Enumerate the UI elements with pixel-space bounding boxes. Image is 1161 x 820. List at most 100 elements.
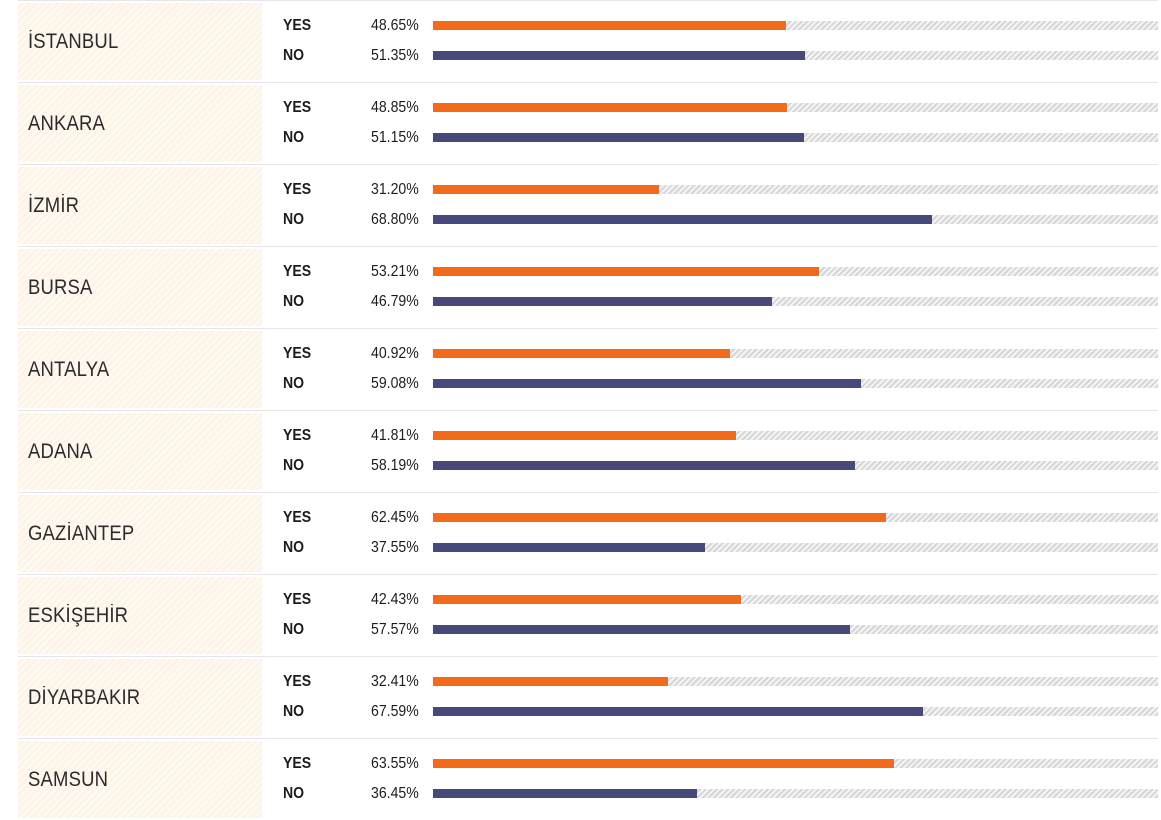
city-name-cell: DİYARBAKIR xyxy=(18,659,262,736)
no-bar-track xyxy=(433,707,1158,716)
no-label: NO xyxy=(283,293,305,310)
city-name: GAZİANTEP xyxy=(28,521,135,545)
city-name: BURSA xyxy=(28,275,93,299)
no-bar-track xyxy=(433,789,1158,798)
city-row-9: DİYARBAKIR YES 32.41% NO 67.59% xyxy=(18,656,1158,738)
no-percentage: 68.80% xyxy=(371,211,419,228)
city-row-5: ANTALYA YES 40.92% NO 59.08% xyxy=(18,328,1158,410)
no-percentage: 46.79% xyxy=(371,293,419,310)
city-name-cell: İSTANBUL xyxy=(18,3,262,80)
city-name-cell: İZMİR xyxy=(18,167,262,244)
no-bar-track xyxy=(433,625,1158,634)
yes-percentage: 63.55% xyxy=(371,755,419,772)
yes-bar xyxy=(433,595,741,604)
yes-percentage: 31.20% xyxy=(371,181,419,198)
yes-result-line: YES 53.21% xyxy=(283,262,1158,282)
no-label: NO xyxy=(283,539,305,556)
city-row-4: BURSA YES 53.21% NO 46.79% xyxy=(18,246,1158,328)
no-bar xyxy=(433,625,851,634)
city-row-8: ESKİŞEHİR YES 42.43% NO 57.57% xyxy=(18,574,1158,656)
no-bar-track xyxy=(433,297,1158,306)
yes-bar-track xyxy=(433,513,1158,522)
no-result-line: NO 67.59% xyxy=(283,702,1158,722)
no-bar xyxy=(433,215,932,224)
yes-result-line: YES 40.92% xyxy=(283,344,1158,364)
no-result-line: NO 68.80% xyxy=(283,210,1158,230)
yes-percentage: 40.92% xyxy=(371,345,419,362)
no-label: NO xyxy=(283,621,305,638)
no-bar-track xyxy=(433,461,1158,470)
yes-bar xyxy=(433,759,894,768)
city-row-6: ADANA YES 41.81% NO 58.19% xyxy=(18,410,1158,492)
no-percentage: 59.08% xyxy=(371,375,419,392)
no-result-line: NO 51.15% xyxy=(283,128,1158,148)
yes-label: YES xyxy=(283,17,312,34)
no-result-line: NO 57.57% xyxy=(283,620,1158,640)
yes-result-line: YES 31.20% xyxy=(283,180,1158,200)
yes-bar-track xyxy=(433,267,1158,276)
yes-result-line: YES 48.85% xyxy=(283,98,1158,118)
no-label: NO xyxy=(283,457,305,474)
no-percentage: 36.45% xyxy=(371,785,419,802)
city-name-cell: ADANA xyxy=(18,413,262,490)
yes-bar xyxy=(433,513,886,522)
yes-percentage: 32.41% xyxy=(371,673,419,690)
no-bar xyxy=(433,543,706,552)
city-name: ADANA xyxy=(28,439,93,463)
no-bar xyxy=(433,133,804,142)
yes-label: YES xyxy=(283,591,312,608)
yes-label: YES xyxy=(283,263,312,280)
no-result-line: NO 58.19% xyxy=(283,456,1158,476)
city-name-cell: ANTALYA xyxy=(18,331,262,408)
yes-percentage: 62.45% xyxy=(371,509,419,526)
no-percentage: 58.19% xyxy=(371,457,419,474)
yes-bar-track xyxy=(433,349,1158,358)
yes-bar xyxy=(433,21,786,30)
yes-label: YES xyxy=(283,673,312,690)
no-bar xyxy=(433,789,698,798)
no-result-line: NO 46.79% xyxy=(283,292,1158,312)
yes-percentage: 48.85% xyxy=(371,99,419,116)
yes-bar-track xyxy=(433,185,1158,194)
yes-result-line: YES 32.41% xyxy=(283,672,1158,692)
no-bar xyxy=(433,297,773,306)
city-name-cell: SAMSUN xyxy=(18,741,262,818)
yes-bar xyxy=(433,185,660,194)
yes-label: YES xyxy=(283,345,312,362)
no-percentage: 51.35% xyxy=(371,47,419,64)
city-name: ESKİŞEHİR xyxy=(28,603,129,627)
no-result-line: NO 37.55% xyxy=(283,538,1158,558)
no-label: NO xyxy=(283,785,305,802)
no-bar xyxy=(433,707,924,716)
no-label: NO xyxy=(283,375,305,392)
city-name: SAMSUN xyxy=(28,767,109,791)
yes-bar-track xyxy=(433,677,1158,686)
city-name: ANTALYA xyxy=(28,357,110,381)
no-bar xyxy=(433,461,855,470)
yes-label: YES xyxy=(283,99,312,116)
no-bar xyxy=(433,379,862,388)
city-row-10: SAMSUN YES 63.55% NO 36.45% xyxy=(18,738,1158,820)
city-row-1: İSTANBUL YES 48.65% NO 51.35% xyxy=(18,0,1158,82)
no-result-line: NO 59.08% xyxy=(283,374,1158,394)
city-name-cell: ANKARA xyxy=(18,85,262,162)
yes-bar-track xyxy=(433,759,1158,768)
yes-bar-track xyxy=(433,431,1158,440)
no-result-line: NO 36.45% xyxy=(283,784,1158,804)
no-bar-track xyxy=(433,215,1158,224)
city-name-cell: GAZİANTEP xyxy=(18,495,262,572)
city-name: DİYARBAKIR xyxy=(28,685,141,709)
yes-label: YES xyxy=(283,427,312,444)
yes-percentage: 48.65% xyxy=(371,17,419,34)
no-percentage: 67.59% xyxy=(371,703,419,720)
no-label: NO xyxy=(283,47,305,64)
yes-result-line: YES 62.45% xyxy=(283,508,1158,528)
city-results-list: İSTANBUL YES 48.65% NO 51.35% ANKARA YES… xyxy=(18,0,1158,820)
no-result-line: NO 51.35% xyxy=(283,46,1158,66)
city-name-cell: ESKİŞEHİR xyxy=(18,577,262,654)
no-label: NO xyxy=(283,211,305,228)
no-label: NO xyxy=(283,129,305,146)
yes-result-line: YES 42.43% xyxy=(283,590,1158,610)
no-percentage: 51.15% xyxy=(371,129,419,146)
yes-bar-track xyxy=(433,21,1158,30)
